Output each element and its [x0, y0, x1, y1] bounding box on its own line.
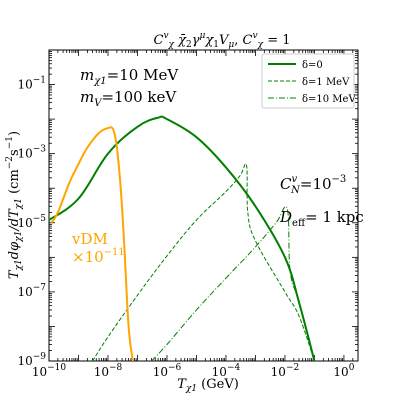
series-layer — [48, 115, 316, 362]
annotation-coupling: Cv N=10−3 — [280, 174, 346, 196]
x-tick-label: 10−10 — [32, 363, 67, 379]
legend-box — [261, 53, 355, 109]
y-tick-label: 10−9 — [17, 352, 46, 368]
x-tick-label: 10−4 — [212, 363, 241, 379]
legend-label-delta10: δ=10 MeV — [302, 94, 356, 105]
x-axis-label: Tχ1 (GeV) — [177, 377, 239, 394]
x-tick-label: 100 — [333, 363, 354, 379]
annotation-vdm: vDM — [71, 230, 108, 248]
y-tick-label: 10−3 — [17, 145, 46, 161]
y-tick-label: 10−5 — [17, 214, 46, 230]
y-tick-label: 10−1 — [17, 76, 46, 92]
annotation-vdm-factor: ×10−11 — [72, 247, 125, 266]
chart-title: Cvχ χ̄2γμχ1Vμ, Cvχ = 1 — [154, 31, 291, 50]
x-tick-label: 10−6 — [153, 363, 182, 379]
annotation-mass-v: mV=100 keV — [80, 88, 177, 109]
legend: δ=0 δ=1 MeV δ=10 MeV — [261, 53, 356, 109]
legend-label-delta0: δ=0 — [302, 60, 323, 71]
series-line-2 — [151, 206, 315, 362]
plot-frame — [48, 49, 359, 362]
legend-label-delta1: δ=1 MeV — [302, 77, 350, 88]
y-axis-label: Tχ1dφχ1/dTχ1 (cm−2s−1) — [5, 131, 24, 279]
series-line-1 — [92, 163, 315, 362]
x-tick-label: 10−2 — [271, 363, 300, 379]
axis-ticks: 10−10 10−8 10−6 10−4 10−2 100 10−9 10−7 10−5 10−3… — [17, 49, 359, 379]
y-tick-label: 10−7 — [17, 283, 46, 299]
series-line-3 — [50, 126, 134, 362]
annotation-mass-chi: mχ1=10 MeV — [80, 66, 179, 87]
x-tick-label: 10−8 — [94, 363, 123, 379]
annotation-distance: Deff= 1 kpc — [279, 208, 364, 229]
series-line-0 — [48, 115, 316, 362]
